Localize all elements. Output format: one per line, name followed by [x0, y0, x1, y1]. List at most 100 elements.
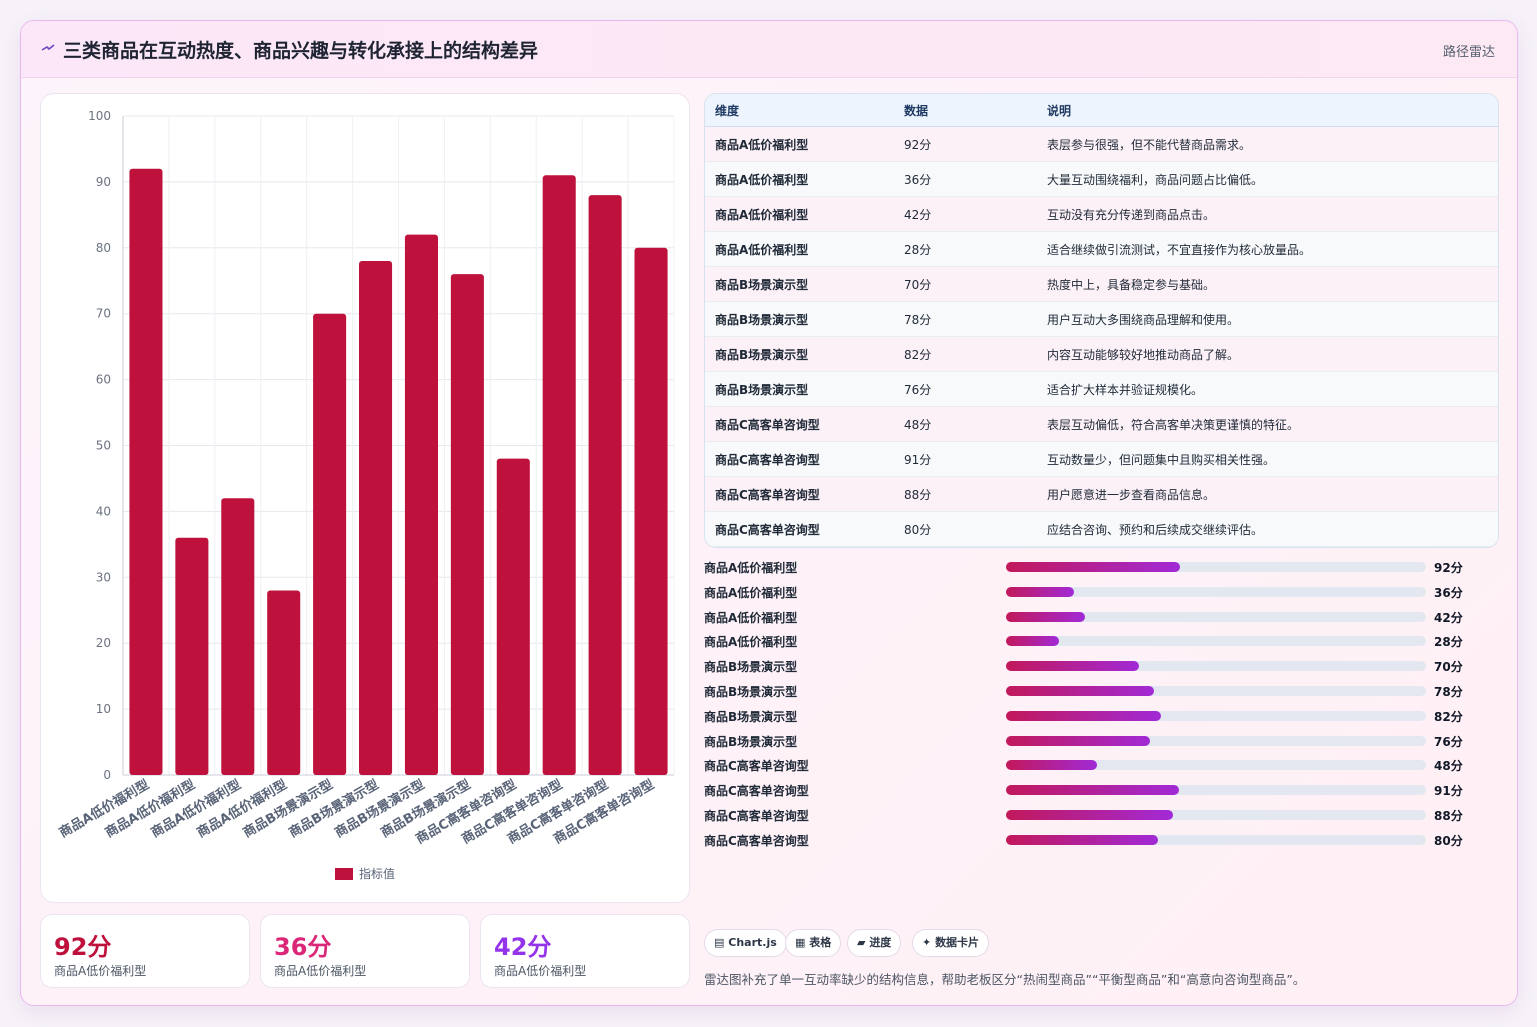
table-cell-dim: 商品C高客单咨询型: [705, 511, 894, 547]
table-cell-val: 80分: [894, 511, 1037, 547]
progress-value: 92分: [1434, 561, 1463, 575]
kpi-value: 42分: [494, 933, 552, 961]
view-tag[interactable]: 路径雷达: [1442, 45, 1495, 60]
chart-icon: ▤: [714, 936, 725, 949]
table-cell-note: 表层参与很强，但不能代替商品需求。: [1037, 126, 1498, 162]
table-row: 商品A低价福利型 28分 适合继续做引流测试，不宜直接作为核心放量品。: [705, 231, 1498, 267]
progress-label: 商品B场景演示型: [704, 660, 798, 675]
progress-fill: [1006, 661, 1139, 672]
footnote: 雷达图补充了单一互动率缺少的结构信息，帮助老板区分“热闹型商品”“平衡型商品”和…: [704, 972, 1306, 987]
progress-fill: [1006, 834, 1158, 845]
table-row: 商品A低价福利型 42分 互动没有充分传递到商品点击。: [705, 196, 1498, 232]
progress-track: [1006, 735, 1426, 746]
bar: [496, 458, 530, 775]
progress-row: 商品C高客单咨询型 48分: [704, 755, 1497, 780]
progress-fill: [1006, 586, 1075, 597]
y-tick-label: 10: [96, 702, 111, 716]
bar: [359, 260, 393, 775]
kpi-value: 36分: [274, 933, 332, 961]
table-cell-val: 76分: [894, 371, 1037, 407]
progress-row: 商品B场景演示型 78分: [704, 681, 1497, 706]
spark-icon: [41, 44, 55, 51]
table-row: 商品A低价福利型 92分 表层参与很强，但不能代替商品需求。: [705, 126, 1498, 162]
card-header: 三类商品在互动热度、商品兴趣与转化承接上的结构差异 路径雷达: [21, 21, 1517, 78]
table-cell-note: 用户互动大多围绕商品理解和使用。: [1037, 301, 1498, 337]
table-cell-note: 大量互动围绕福利，商品问题占比偏低。: [1037, 161, 1498, 197]
table-row: 商品B场景演示型 70分 热度中上，具备稳定参与基础。: [705, 266, 1498, 302]
chip-label: Chart.js: [728, 936, 777, 949]
bar: [450, 274, 484, 775]
bar: [129, 168, 163, 776]
table-cell-val: 88分: [894, 476, 1037, 512]
table-cell-dim: 商品A低价福利型: [705, 126, 894, 162]
chip-progress[interactable]: ▰ 进度: [847, 929, 902, 957]
table-cell-note: 互动数量少，但问题集中且购买相关性强。: [1037, 441, 1498, 477]
table-row: 商品C高客单咨询型 88分 用户愿意进一步查看商品信息。: [705, 476, 1498, 512]
chip-sparkle[interactable]: ✦ 数据卡片: [912, 929, 990, 957]
progress-value: 76分: [1434, 734, 1463, 749]
table-cell-dim: 商品A低价福利型: [705, 196, 894, 232]
bar: [175, 537, 209, 775]
progress-row: 商品B场景演示型 70分: [704, 656, 1497, 681]
progress-track: [1006, 636, 1426, 647]
progress-fill: [1006, 809, 1173, 820]
table-cell-note: 热度中上，具备稳定参与基础。: [1037, 266, 1498, 302]
bar: [313, 313, 347, 775]
progress-value: 36分: [1434, 585, 1463, 600]
chip-label: 表格: [809, 936, 832, 949]
progress-value: 80分: [1434, 833, 1463, 848]
page-title: 三类商品在互动热度、商品兴趣与转化承接上的结构差异: [63, 40, 539, 62]
progress-fill: [1006, 785, 1179, 796]
table-cell-dim: 商品B场景演示型: [705, 301, 894, 337]
table-cell-val: 70分: [894, 266, 1037, 302]
bar: [588, 195, 622, 775]
progress-track: [1006, 760, 1426, 771]
table-cell-note: 应结合咨询、预约和后续成交继续评估。: [1037, 511, 1498, 547]
progress-value: 70分: [1434, 660, 1463, 675]
table-cell-dim: 商品B场景演示型: [705, 371, 894, 407]
kpi-label: 商品A低价福利型: [54, 964, 147, 978]
progress-fill: [1006, 735, 1151, 746]
table-cell-note: 用户愿意进一步查看商品信息。: [1037, 476, 1498, 512]
y-tick-label: 70: [96, 307, 111, 321]
progress-label: 商品C高客单咨询型: [704, 833, 809, 848]
kpi-card: 42分 商品A低价福利型: [480, 914, 690, 988]
data-table: 维度 数据 说明 商品A低价福利型 92分 表层参与很强，但不能代替商品需求。 商品A…: [704, 93, 1499, 548]
table-cell-dim: 商品C高客单咨询型: [705, 476, 894, 512]
progress-track: [1006, 661, 1426, 672]
progress-value: 42分: [1434, 610, 1463, 625]
progress-track: [1006, 562, 1426, 572]
progress-value: 48分: [1434, 759, 1463, 774]
progress-label: 商品C高客单咨询型: [704, 759, 809, 774]
table-cell-dim: 商品A低价福利型: [705, 231, 894, 267]
table-cell-dim: 商品C高客单咨询型: [705, 406, 894, 442]
chip-table[interactable]: ▦ 表格: [785, 929, 842, 957]
progress-row: 商品A低价福利型 42分: [704, 607, 1497, 632]
progress-fill: [1006, 562, 1181, 572]
progress-row: 商品B场景演示型 76分: [704, 731, 1497, 756]
progress-row: 商品C高客单咨询型 88分: [704, 805, 1497, 830]
y-tick-label: 30: [96, 570, 111, 584]
progress-value: 91分: [1434, 784, 1463, 799]
table-row: 商品B场景演示型 76分 适合扩大样本并验证规模化。: [705, 371, 1498, 407]
progress-label: 商品A低价福利型: [704, 561, 798, 575]
table-row: 商品C高客单咨询型 91分 互动数量少，但问题集中且购买相关性强。: [705, 441, 1498, 477]
chip-chart[interactable]: ▤ Chart.js: [704, 929, 787, 957]
table-row: 商品A低价福利型 36分 大量互动围绕福利，商品问题占比偏低。: [705, 161, 1498, 197]
table-cell-val: 82分: [894, 336, 1037, 372]
bar: [634, 247, 668, 776]
legend-label: 指标值: [359, 866, 395, 881]
report-card: 三类商品在互动热度、商品兴趣与转化承接上的结构差异 路径雷达 0 10 20 30 40…: [20, 20, 1518, 1006]
table-row: 商品B场景演示型 78分 用户互动大多围绕商品理解和使用。: [705, 301, 1498, 337]
bar: [404, 234, 438, 775]
y-tick-label: 80: [96, 241, 111, 255]
table-icon: ▦: [795, 936, 806, 949]
column-header-dimension: 维度: [705, 94, 894, 127]
table-cell-val: 91分: [894, 441, 1037, 477]
y-tick-label: 40: [96, 504, 111, 518]
table-row: 商品C高客单咨询型 80分 应结合咨询、预约和后续成交继续评估。: [705, 511, 1498, 547]
table-cell-note: 互动没有充分传递到商品点击。: [1037, 196, 1498, 232]
table-cell-dim: 商品B场景演示型: [705, 266, 894, 302]
bar: [221, 498, 255, 775]
kpi-label: 商品A低价福利型: [274, 964, 367, 978]
